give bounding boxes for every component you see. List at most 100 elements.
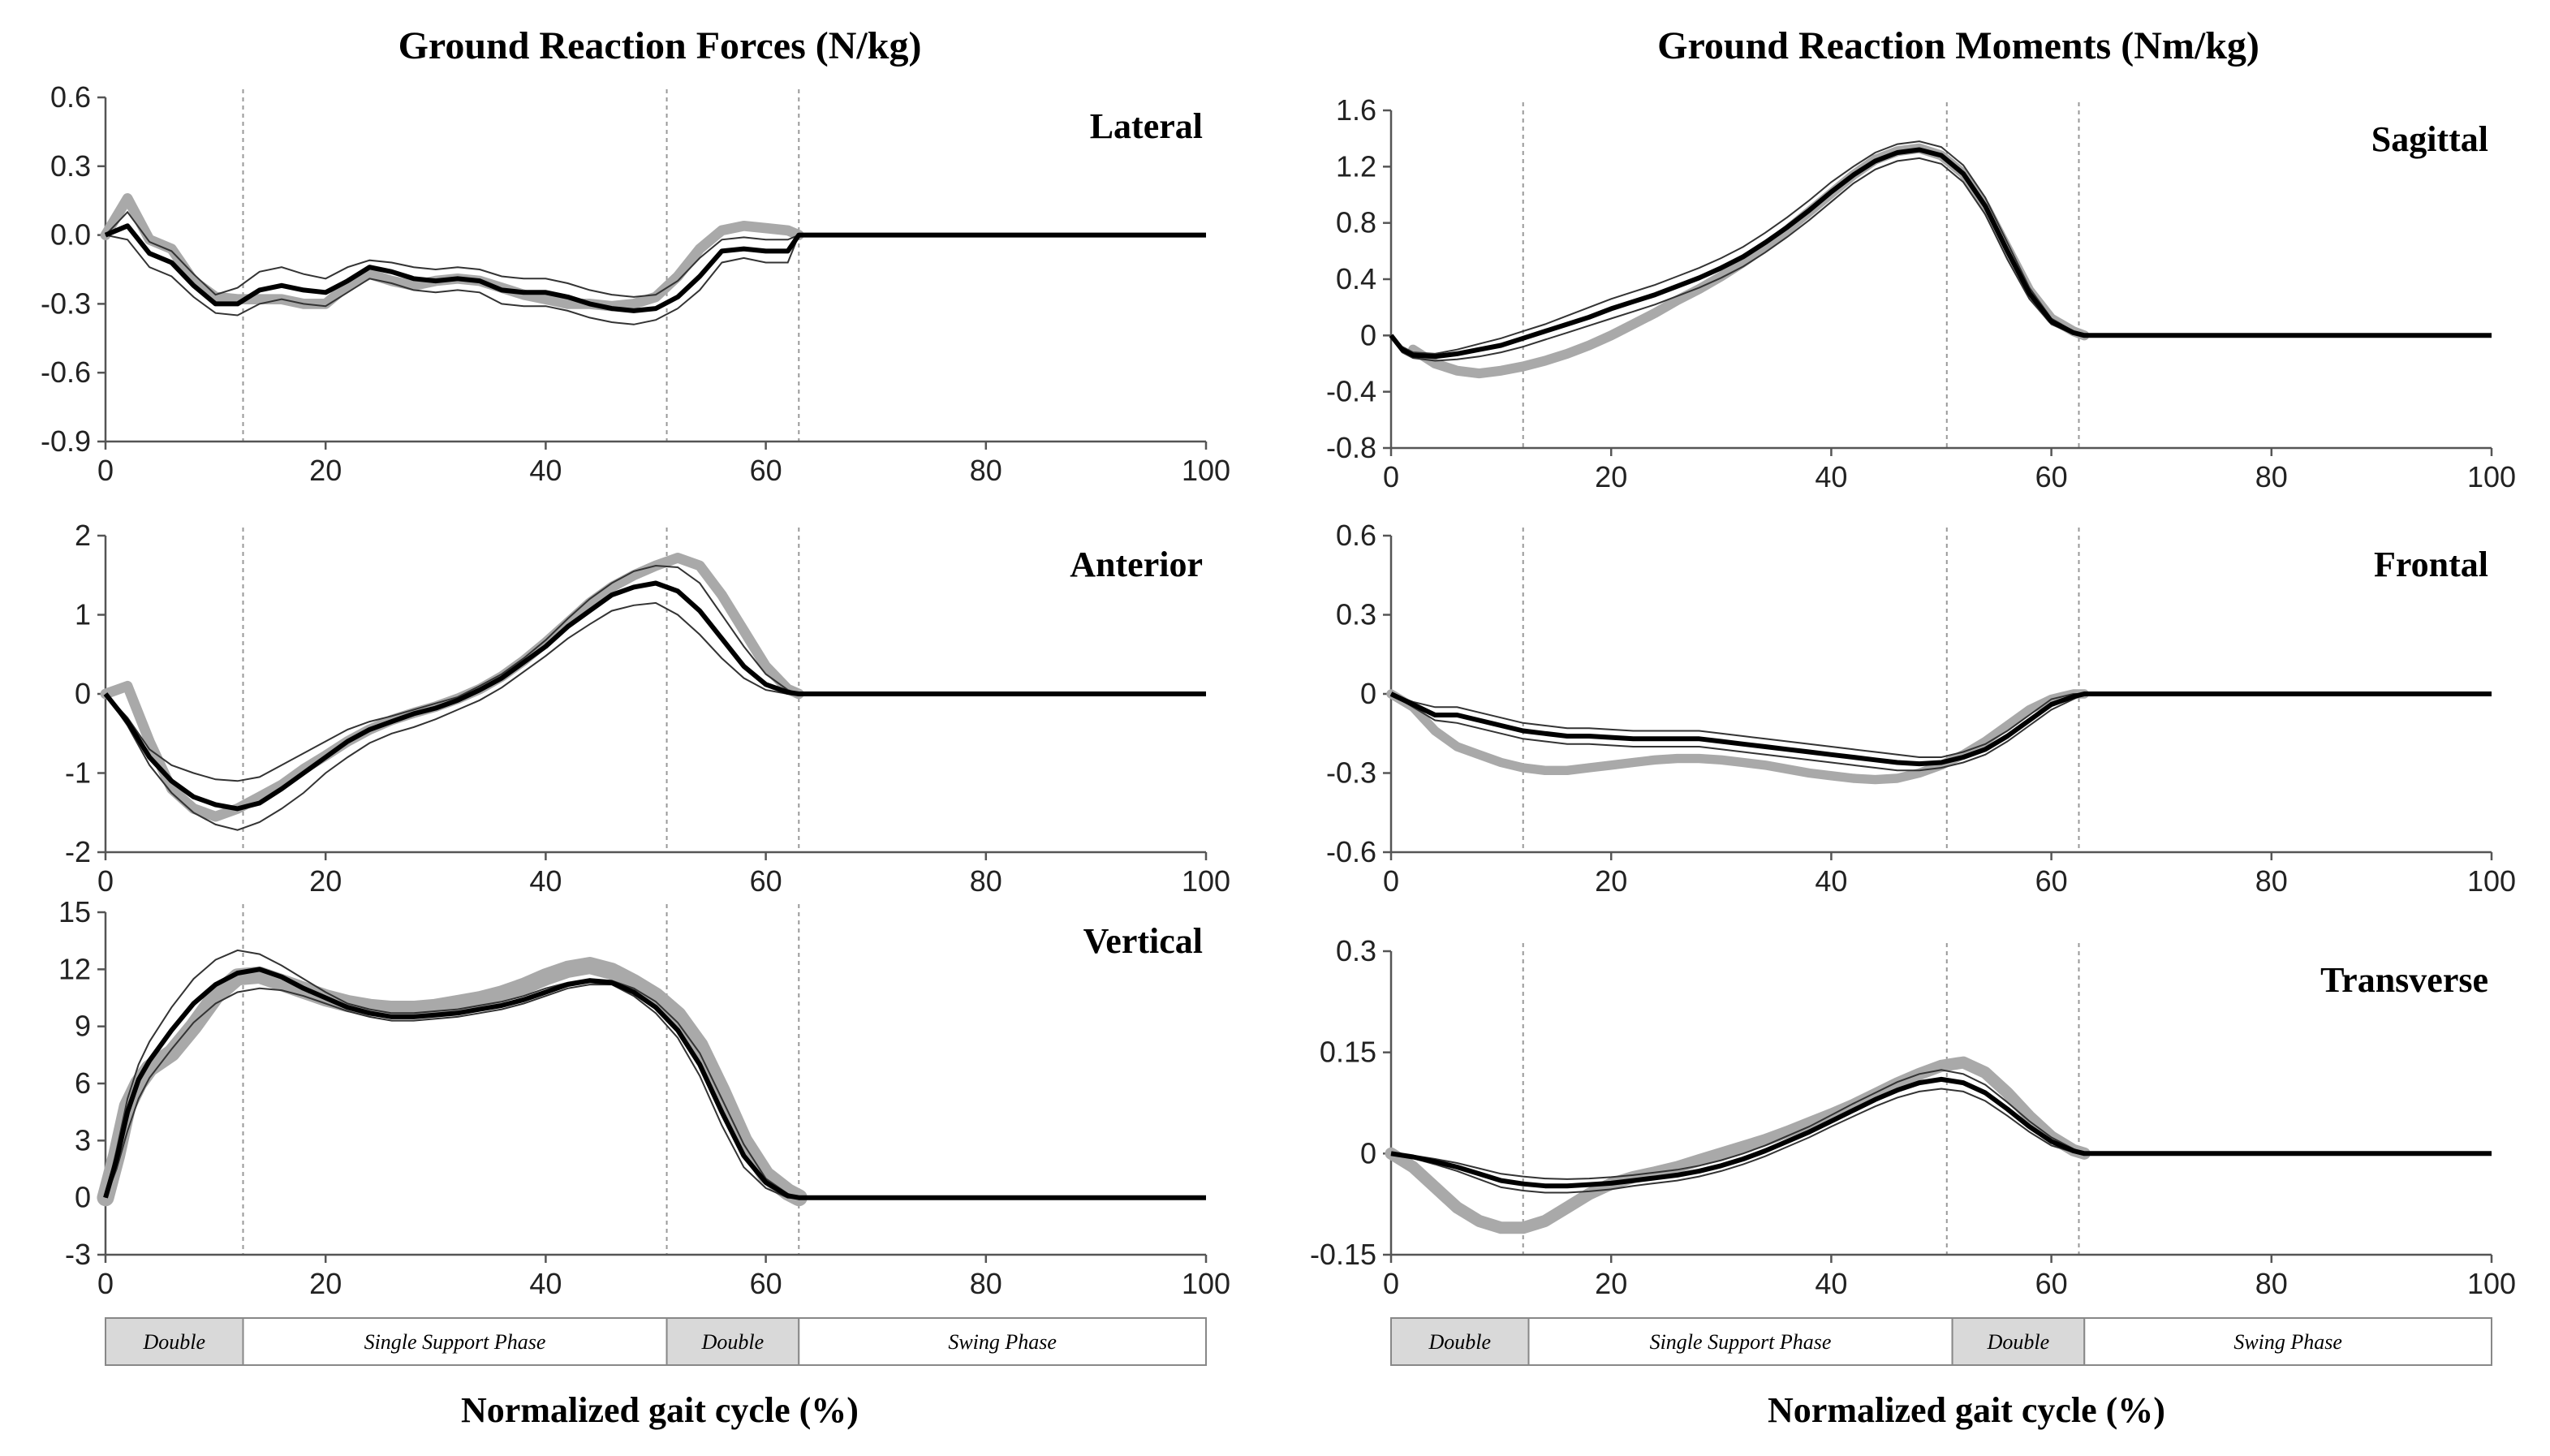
x-tick-label: 80 — [970, 454, 1002, 487]
x-tick-label: 20 — [1595, 1267, 1627, 1300]
series-upper-sd — [105, 564, 1206, 782]
y-tick-label: 1.2 — [1336, 149, 1376, 183]
x-tick-label: 80 — [970, 1267, 1002, 1300]
y-tick-label: -0.3 — [1326, 756, 1376, 790]
series-lower-sd — [105, 984, 1206, 1199]
y-tick-label: 0 — [75, 677, 91, 710]
x-tick-label: 40 — [1815, 1267, 1847, 1300]
y-tick-label: 0.3 — [50, 149, 91, 183]
x-tick-label: 60 — [2035, 1267, 2068, 1300]
phase-label: Double — [701, 1330, 765, 1354]
y-tick-label: 0 — [1360, 677, 1376, 710]
y-tick-label: -3 — [65, 1238, 91, 1271]
xlabel-right: Normalized gait cycle (%) — [1768, 1390, 2165, 1430]
phase-segment — [2083, 1317, 2493, 1366]
x-tick-label: 0 — [97, 1267, 114, 1300]
phase-segment — [105, 1317, 244, 1366]
x-tick-label: 40 — [529, 454, 562, 487]
phase-segment — [798, 1317, 1208, 1366]
y-tick-label: -0.9 — [41, 424, 91, 458]
panel-title-lateral: Lateral — [1090, 106, 1203, 146]
x-tick-label: 0 — [1383, 864, 1399, 898]
y-tick-label: 0.4 — [1336, 262, 1376, 295]
phase-label: Double — [1428, 1330, 1491, 1354]
x-tick-label: 20 — [309, 454, 342, 487]
right-title: Ground Reaction Moments (Nm/kg) — [1657, 24, 2259, 67]
panel-title-frontal: Frontal — [2374, 545, 2488, 584]
y-tick-label: 6 — [75, 1066, 91, 1100]
x-tick-label: 0 — [97, 454, 114, 487]
series-mean — [1390, 1076, 2492, 1189]
x-tick-label: 40 — [1815, 864, 1847, 898]
panel-sagittal: 1.61.20.80.40-0.4-0.80 20 40 60 80 100Sagitta… — [1326, 93, 2516, 493]
xlabel-left: Normalized gait cycle (%) — [461, 1390, 859, 1430]
series-mean — [104, 223, 1206, 313]
y-tick-label: -0.6 — [41, 355, 91, 389]
phase-label: Double — [142, 1330, 205, 1354]
panel-title-anterior: Anterior — [1070, 545, 1203, 584]
x-tick-label: 20 — [1595, 460, 1627, 493]
x-tick-label: 100 — [1182, 454, 1230, 487]
x-tick-label: 40 — [529, 1267, 562, 1300]
x-tick-label: 80 — [2255, 1267, 2288, 1300]
x-tick-label: 40 — [529, 864, 562, 898]
phase-bar-left: Double Single Support Phase Double Swing Ph… — [105, 1317, 1208, 1366]
y-tick-label: -1 — [65, 756, 91, 790]
x-tick-label: 60 — [750, 454, 782, 487]
phase-label: Double — [1987, 1330, 2050, 1354]
x-tick-label: 80 — [970, 864, 1002, 898]
series-upper-sd — [1390, 693, 2492, 758]
y-tick-label: 15 — [58, 895, 91, 928]
phase-segment — [1951, 1317, 2086, 1366]
y-tick-label: 0 — [1360, 318, 1376, 351]
left-title: Ground Reaction Forces (N/kg) — [398, 24, 922, 67]
phase-segment — [1390, 1317, 1530, 1366]
series-mean — [1389, 691, 2492, 767]
series-band — [97, 957, 808, 1207]
series-band — [1385, 1056, 2091, 1234]
y-tick-label: 0.6 — [1336, 519, 1376, 552]
panel-title-transverse: Transverse — [2320, 960, 2488, 1000]
x-tick-label: 0 — [97, 864, 114, 898]
phase-segment — [665, 1317, 800, 1366]
y-tick-label: -0.15 — [1310, 1238, 1376, 1271]
y-tick-label: 0 — [1360, 1136, 1376, 1170]
series-lower-sd — [1390, 693, 2492, 772]
y-tick-label: -0.3 — [41, 286, 91, 320]
x-tick-label: 100 — [1182, 1267, 1230, 1300]
panel-lateral: 0.6 0.3 0.0 -0.3 -0.6 -0.90 20 40 60 80 100 Lateral — [41, 80, 1230, 487]
y-tick-label: -0.8 — [1326, 431, 1376, 464]
series-upper-sd — [105, 210, 1206, 298]
y-tick-label: 0.3 — [1336, 934, 1376, 967]
y-tick-label: -2 — [65, 835, 91, 868]
x-tick-label: 60 — [750, 1267, 782, 1300]
phase-label: Single Support Phase — [364, 1330, 546, 1354]
y-tick-label: 0.3 — [1336, 598, 1376, 631]
x-tick-label: 60 — [2035, 460, 2068, 493]
y-tick-label: 0 — [75, 1181, 91, 1214]
y-tick-label: 0.8 — [1336, 206, 1376, 239]
y-tick-label: 0.6 — [50, 80, 91, 114]
panel-title-sagittal: Sagittal — [2371, 119, 2488, 159]
x-tick-label: 20 — [1595, 864, 1627, 898]
x-tick-label: 20 — [309, 1267, 342, 1300]
x-tick-label: 20 — [309, 864, 342, 898]
x-tick-label: 60 — [2035, 864, 2068, 898]
phase-label: Single Support Phase — [1650, 1330, 1832, 1354]
x-tick-label: 40 — [1815, 460, 1847, 493]
x-tick-label: 100 — [1182, 864, 1230, 898]
y-tick-label: 0.15 — [1320, 1036, 1376, 1069]
y-tick-label: -0.6 — [1326, 835, 1376, 868]
series-mean — [1389, 147, 2492, 360]
x-tick-label: 100 — [2467, 460, 2516, 493]
y-tick-label: 1 — [75, 598, 91, 631]
y-tick-label: 1.6 — [1336, 93, 1376, 127]
y-tick-label: -0.4 — [1326, 375, 1376, 408]
y-tick-label: 0.0 — [50, 218, 91, 252]
phase-bar-right: Double Single Support Phase Double Swing Ph… — [1390, 1317, 2493, 1366]
chart-panels: 0.60.30.0-0.3-0.6-0.90 20 40 60 80 100Lateral… — [41, 80, 2516, 1300]
